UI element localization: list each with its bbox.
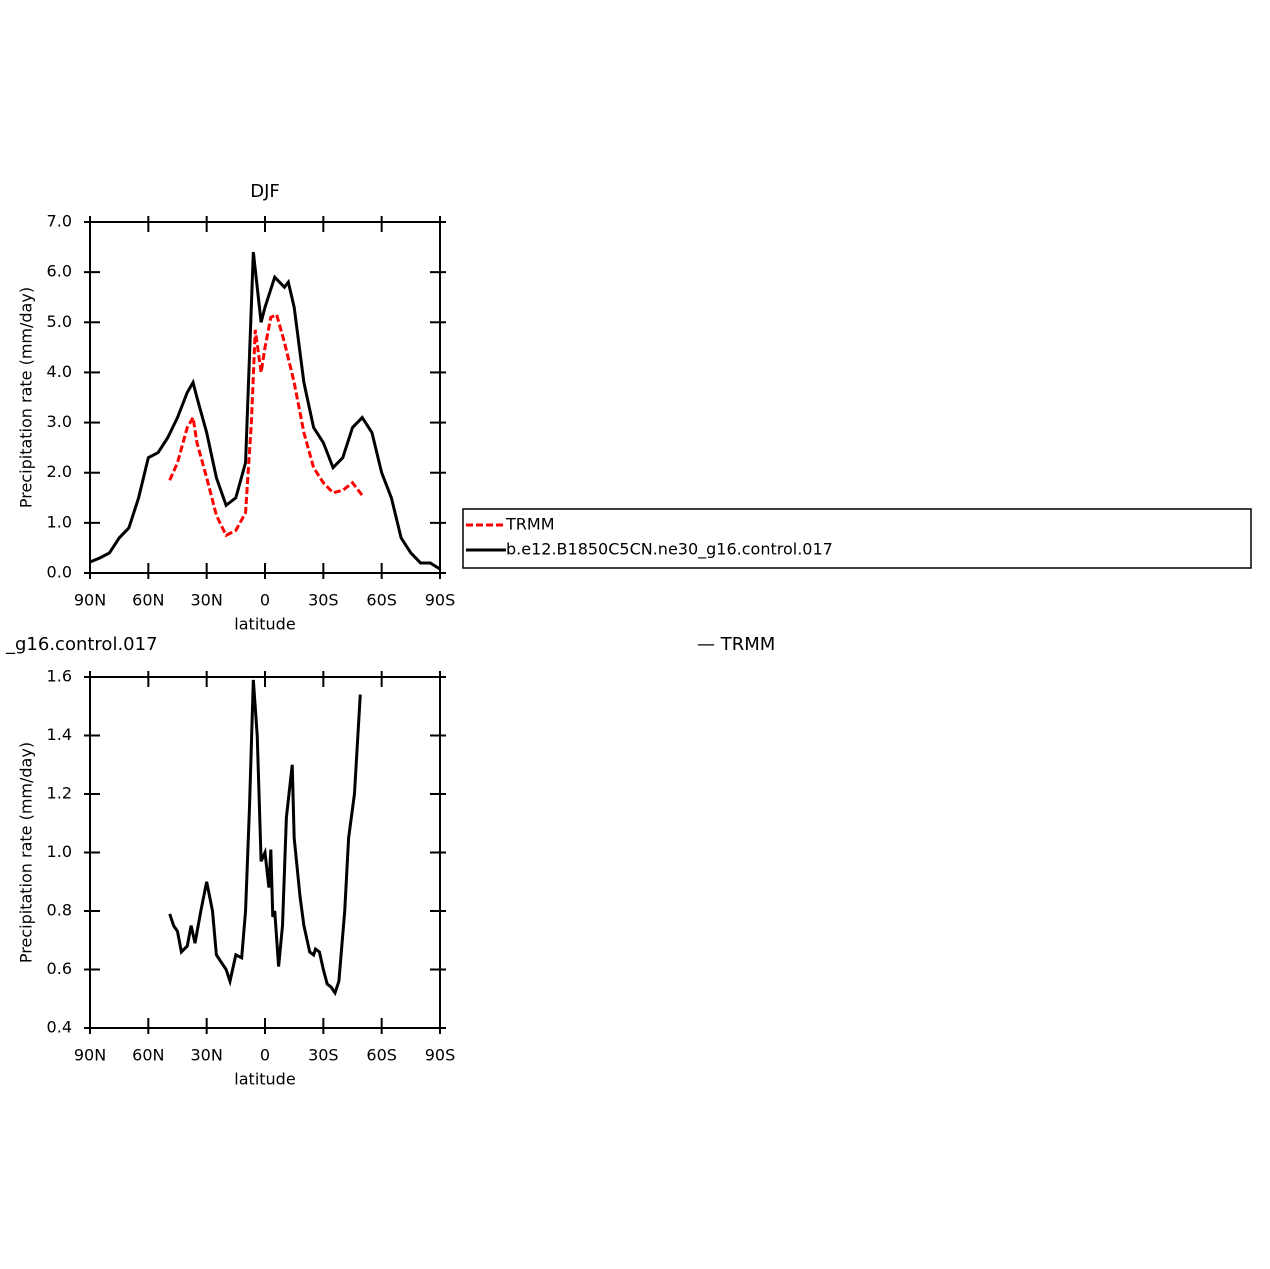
chart-title: DJF — [250, 181, 280, 202]
x-tick-label: 60N — [132, 1046, 164, 1065]
x-axis-label: latitude — [234, 1070, 295, 1089]
y-tick-label: 0.8 — [47, 901, 72, 920]
data-line — [168, 679, 362, 997]
legend-label: b.e12.B1850C5CN.ne30_g16.control.017 — [506, 540, 833, 560]
y-axis-label: Precipitation rate (mm/day) — [17, 742, 36, 963]
x-tick-label: 0 — [260, 591, 270, 610]
y-tick-label: 2.0 — [47, 462, 72, 481]
y-tick-label: 1.0 — [47, 512, 72, 531]
x-tick-label: 90S — [425, 591, 456, 610]
x-tick-label: 30N — [191, 591, 223, 610]
x-tick-label: 30N — [191, 1046, 223, 1065]
x-axis-label: latitude — [234, 615, 295, 634]
y-axis-label: Precipitation rate (mm/day) — [17, 287, 36, 508]
plot-frame — [89, 676, 441, 1029]
annotation: — TRMM — [697, 634, 775, 655]
y-tick-label: 5.0 — [47, 312, 72, 331]
y-tick-label: 0.4 — [47, 1018, 72, 1037]
y-tick-label: 1.0 — [47, 842, 72, 861]
legend-label: TRMM — [505, 515, 555, 534]
x-tick-label: 60N — [132, 591, 164, 610]
x-tick-label: 60S — [366, 591, 397, 610]
chart-title: _g16.control.017 — [5, 634, 158, 655]
data-line — [168, 312, 364, 538]
data-line — [89, 251, 441, 571]
plot-frame — [89, 221, 441, 574]
x-tick-label: 90N — [74, 591, 106, 610]
x-tick-label: 30S — [308, 591, 339, 610]
x-tick-label: 90S — [425, 1046, 456, 1065]
y-tick-label: 4.0 — [47, 362, 72, 381]
y-tick-label: 0.6 — [47, 959, 72, 978]
y-tick-label: 6.0 — [47, 262, 72, 281]
x-tick-label: 90N — [74, 1046, 106, 1065]
y-tick-label: 1.2 — [47, 784, 72, 803]
legend-box — [462, 508, 1252, 569]
x-tick-label: 60S — [366, 1046, 397, 1065]
y-tick-label: 1.6 — [47, 667, 72, 686]
x-tick-label: 30S — [308, 1046, 339, 1065]
x-tick-label: 0 — [260, 1046, 270, 1065]
y-tick-label: 7.0 — [47, 212, 72, 231]
y-tick-label: 0.0 — [47, 563, 72, 582]
y-tick-label: 3.0 — [47, 412, 72, 431]
y-tick-label: 1.4 — [47, 725, 72, 744]
